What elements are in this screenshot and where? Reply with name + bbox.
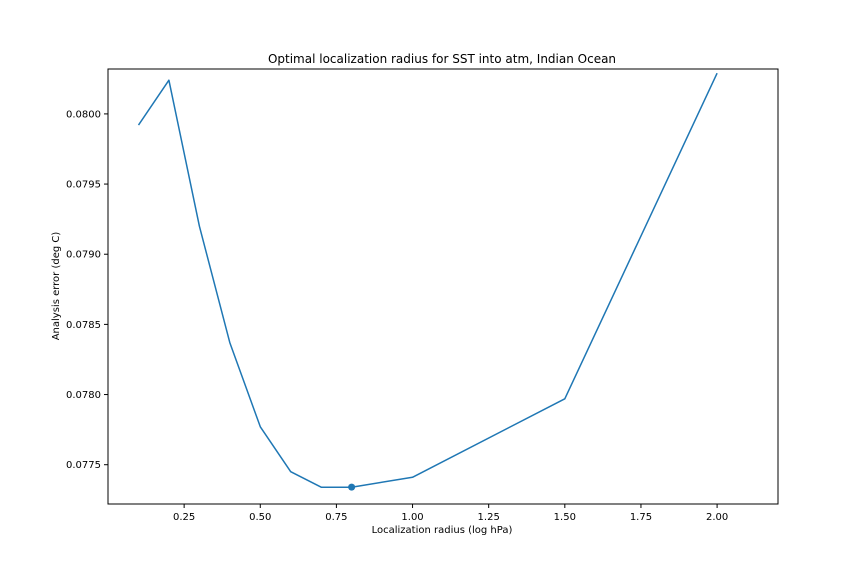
x-axis-label: Localization radius (log hPa) bbox=[372, 525, 513, 536]
y-tick-label: 0.0795 bbox=[66, 180, 101, 191]
y-tick-label: 0.0790 bbox=[66, 250, 101, 261]
x-tick-label: 1.25 bbox=[478, 512, 500, 523]
x-tick-label: 1.75 bbox=[630, 512, 652, 523]
x-tick-label: 1.00 bbox=[401, 512, 423, 523]
x-tick-label: 0.75 bbox=[325, 512, 347, 523]
axes-frame bbox=[107, 68, 779, 505]
plot-area: 0.25 0.50 0.75 1.00 1.25 1.50 1.75 2.00 0.0775 0.… bbox=[66, 72, 728, 523]
x-tick-label: 0.50 bbox=[249, 512, 271, 523]
y-tick-label: 0.0800 bbox=[66, 109, 101, 120]
optimum-marker bbox=[348, 483, 356, 491]
y-axis-label: Analysis error (deg C) bbox=[51, 232, 62, 341]
y-tick-label: 0.0775 bbox=[66, 460, 101, 471]
x-tick-label: 1.50 bbox=[554, 512, 576, 523]
x-tick-label: 2.00 bbox=[706, 512, 728, 523]
y-tick-label: 0.0785 bbox=[66, 320, 101, 331]
chart-title: Optimal localization radius for SST into… bbox=[268, 52, 616, 66]
y-tick-label: 0.0780 bbox=[66, 390, 101, 401]
series-line bbox=[137, 72, 718, 488]
x-tick-label: 0.25 bbox=[173, 512, 195, 523]
